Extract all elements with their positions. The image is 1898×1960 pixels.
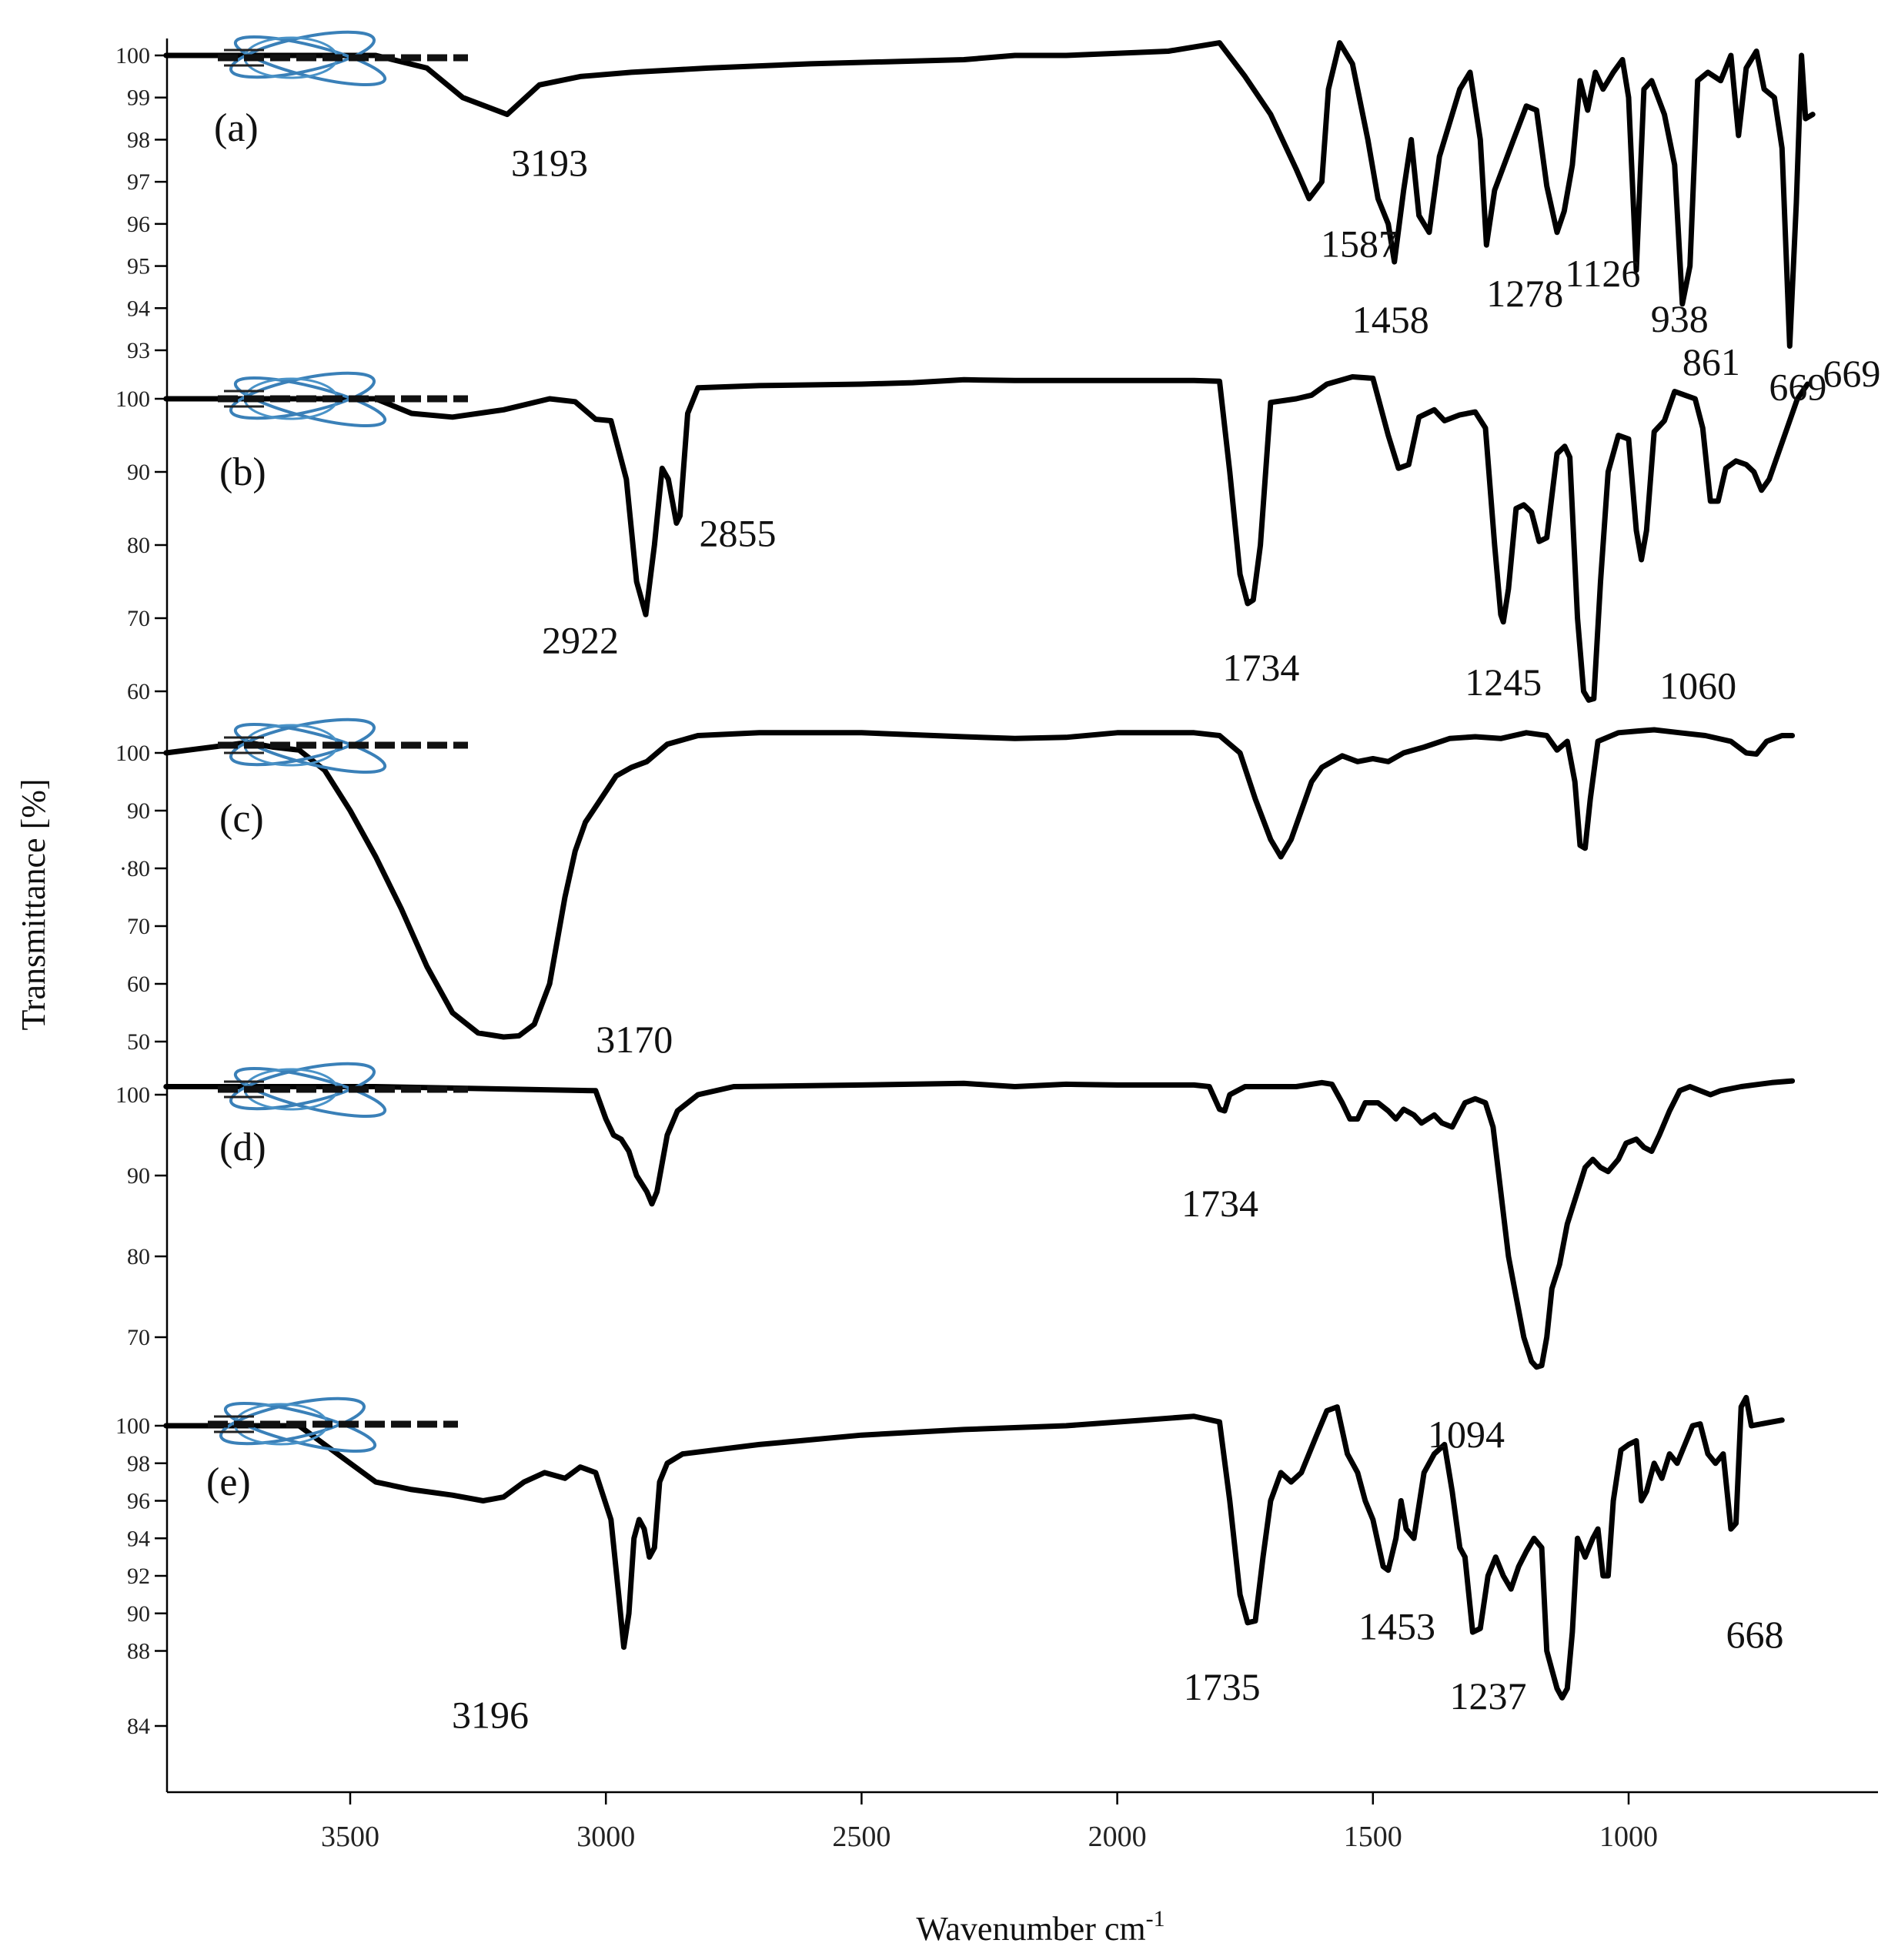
peak-label-a-3193: 3193 (511, 142, 588, 185)
spectra (163, 40, 1816, 1701)
y-tick-label-2-90: 90 (127, 798, 150, 824)
x-axis-title: Wavenumber cm-1 (916, 1906, 1165, 1948)
y-tick-label-4-88: 88 (127, 1639, 150, 1664)
y-tick-label-2-50: 50 (127, 1029, 150, 1055)
y-tick-label-1-90: 90 (127, 460, 150, 485)
peak-label-e-1453: 1453 (1358, 1605, 1435, 1648)
y-tick-label-0-100: 100 (115, 43, 150, 69)
x-tick-label-3500: 3500 (321, 1821, 379, 1853)
spectrum-line-b (163, 374, 1810, 703)
peak-label-a-1587: 1587 (1321, 222, 1398, 266)
peak-label-a-1458: 1458 (1352, 298, 1429, 341)
x-tick-label-2000: 2000 (1088, 1821, 1147, 1853)
molecule-structure-icon (218, 1062, 468, 1119)
panel-label-a: (a) (214, 106, 259, 150)
y-tick-label-2-80: ·80 (119, 856, 150, 881)
y-tick-label-4-94: 94 (127, 1526, 150, 1551)
y-tick-label-1-100: 100 (115, 386, 150, 412)
y-tick-label-4-92: 92 (127, 1564, 150, 1589)
molecule-structure-icon (218, 717, 468, 774)
y-tick-label-2-100: 100 (115, 741, 150, 766)
peak-label-b-1060: 1060 (1659, 664, 1736, 707)
peak-label-e-668: 668 (1726, 1613, 1784, 1656)
x-axis-title-main: Wavenumber cm (916, 1910, 1145, 1948)
peak-label-a-1126: 1126 (1565, 252, 1640, 295)
y-tick-label-3-70: 70 (127, 1325, 150, 1350)
peak-label-b-669: 669 (1823, 352, 1880, 395)
peak-label-a-938: 938 (1651, 297, 1709, 340)
peak-label-a-861: 861 (1682, 340, 1740, 383)
y-tick-label-3-100: 100 (115, 1082, 150, 1108)
y-tick-label-3-80: 80 (127, 1244, 150, 1269)
axes (155, 38, 1878, 1804)
y-tick-label-1-60: 60 (127, 679, 150, 704)
y-tick-label-2-60: 60 (127, 972, 150, 997)
labels: 3500 3000 2500 2000 1500 1000 Wavenumber cm-1 T… (15, 43, 1880, 1948)
y-tick-label-0-97: 97 (127, 169, 150, 195)
y-tick-label-0-95: 95 (127, 254, 150, 279)
peak-label-a-1278: 1278 (1486, 272, 1563, 315)
molecule-structure-icon (218, 371, 468, 428)
x-tick-label-3000: 3000 (576, 1821, 635, 1853)
panel-label-b: (b) (219, 450, 266, 494)
peak-label-e-1735: 1735 (1184, 1665, 1261, 1708)
peak-label-e-1237: 1237 (1450, 1674, 1527, 1718)
peak-label-c-3170: 3170 (596, 1018, 673, 1061)
spectrum-line-c (163, 727, 1796, 1040)
x-tick-label-2500: 2500 (832, 1821, 891, 1853)
y-tick-label-0-94: 94 (127, 296, 150, 321)
molecule-icons (208, 30, 468, 1453)
peak-label-b-2922: 2922 (542, 618, 619, 661)
peak-label-a-669: 669 (1769, 366, 1826, 409)
peak-label-b-1734: 1734 (1222, 646, 1299, 689)
y-tick-label-1-80: 80 (127, 533, 150, 558)
spectrum-line-e (163, 1394, 1785, 1701)
y-tick-label-4-90: 90 (127, 1601, 150, 1627)
spectrum-line-d (163, 1078, 1796, 1370)
y-axis-title: Transmittance [%] (15, 778, 52, 1030)
molecule-structure-icon (208, 1396, 458, 1453)
peak-label-e-3196: 3196 (452, 1694, 529, 1737)
y-tick-label-1-70: 70 (127, 606, 150, 631)
panel-label-e: (e) (206, 1460, 251, 1504)
y-tick-label-4-96: 96 (127, 1489, 150, 1514)
y-tick-label-2-70: 70 (127, 914, 150, 939)
spectrum-line-a (163, 40, 1816, 349)
panel-label-d: (d) (219, 1125, 266, 1169)
x-tick-label-1000: 1000 (1599, 1821, 1658, 1853)
y-tick-label-0-99: 99 (127, 85, 150, 111)
peak-label-b-1245: 1245 (1465, 661, 1542, 704)
y-tick-label-3-90: 90 (127, 1163, 150, 1189)
x-axis-title-superscript: -1 (1146, 1906, 1165, 1932)
y-tick-label-4-84: 84 (127, 1714, 150, 1739)
x-tick-label-1500: 1500 (1344, 1821, 1402, 1853)
y-tick-label-0-93: 93 (127, 338, 150, 363)
y-tick-label-0-98: 98 (127, 127, 150, 152)
y-tick-label-0-96: 96 (127, 212, 150, 237)
peak-label-d-1734: 1734 (1181, 1182, 1258, 1225)
peak-label-d-1094: 1094 (1428, 1413, 1505, 1456)
panel-label-c: (c) (219, 797, 264, 841)
y-tick-label-4-98: 98 (127, 1451, 150, 1477)
peak-label-b-2855: 2855 (700, 512, 777, 555)
y-tick-label-4-100: 100 (115, 1413, 150, 1439)
molecule-structure-icon (218, 30, 468, 87)
